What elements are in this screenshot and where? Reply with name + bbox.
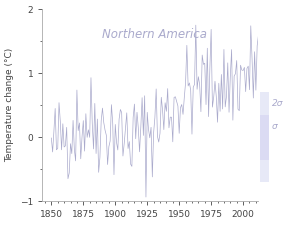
Text: σ: σ (272, 122, 278, 130)
Y-axis label: Temperature change (°C): Temperature change (°C) (6, 48, 15, 162)
Text: 2σ: 2σ (272, 99, 284, 108)
Text: Northern America: Northern America (102, 28, 207, 41)
